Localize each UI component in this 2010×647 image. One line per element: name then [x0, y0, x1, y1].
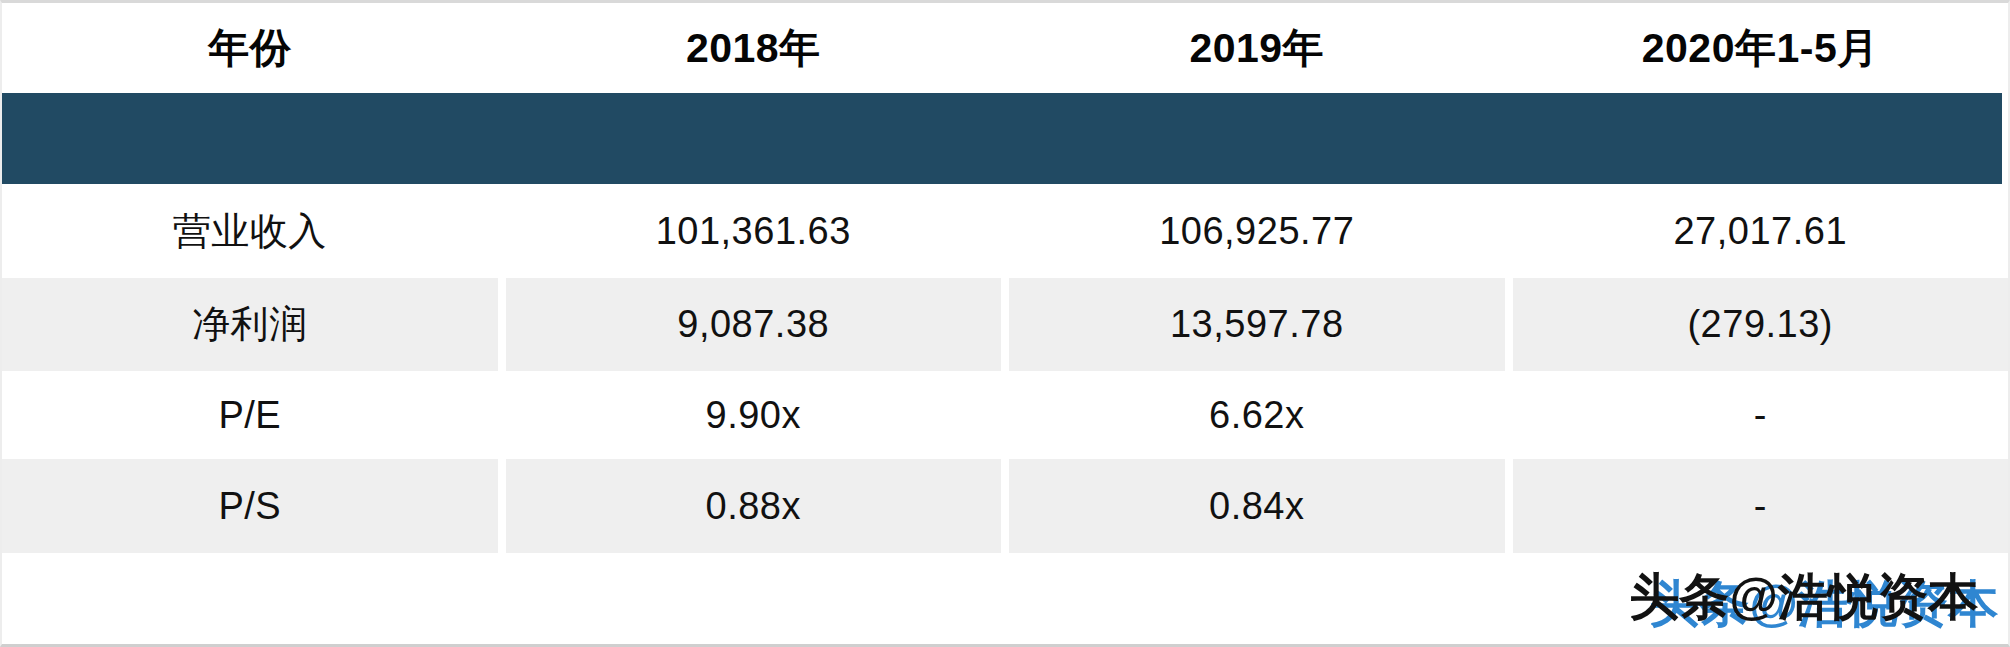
table-cell: 106,925.77: [1009, 184, 1505, 278]
table-cell: 27,017.61: [1513, 184, 2009, 278]
table-row-ps: P/S 0.88x 0.84x -: [2, 459, 2008, 553]
table-cell: 13,597.78: [1009, 278, 1505, 371]
row-label: P/S: [2, 459, 498, 553]
watermark-dark-layer: 头条@浩悦资本: [1629, 569, 1978, 625]
table-cell: -: [1513, 459, 2009, 553]
table-cell: 9.90x: [506, 371, 1002, 459]
row-label: 净利润: [2, 278, 498, 371]
table-row-pe: P/E 9.90x 6.62x -: [2, 371, 2008, 459]
header-cell-2020: 2020年1-5月: [1513, 3, 2009, 93]
divider-band: [2, 93, 2008, 184]
table-row-net-profit: 净利润 9,087.38 13,597.78 (279.13): [2, 278, 2008, 371]
row-label: 营业收入: [2, 184, 498, 278]
footer-area: 头条@浩悦资本 头条@浩悦资本: [2, 553, 2008, 644]
table-cell: 101,361.63: [506, 184, 1002, 278]
header-cell-2018: 2018年: [506, 3, 1002, 93]
table-cell: (279.13): [1513, 278, 2009, 371]
financial-table-page: 年份 2018年 2019年 2020年1-5月 营业收入 101,361.63…: [0, 0, 2010, 647]
table-cell: 6.62x: [1009, 371, 1505, 459]
table-cell: 9,087.38: [506, 278, 1002, 371]
header-cell-year: 年份: [2, 3, 498, 93]
toutiao-watermark: 头条@浩悦资本 头条@浩悦资本: [1629, 572, 1978, 622]
table-header-row: 年份 2018年 2019年 2020年1-5月: [2, 3, 2008, 93]
table-cell: 0.84x: [1009, 459, 1505, 553]
table-row-revenue: 营业收入 101,361.63 106,925.77 27,017.61: [2, 184, 2008, 278]
row-label: P/E: [2, 371, 498, 459]
header-cell-2019: 2019年: [1009, 3, 1505, 93]
table-cell: -: [1513, 371, 2009, 459]
table-cell: 0.88x: [506, 459, 1002, 553]
